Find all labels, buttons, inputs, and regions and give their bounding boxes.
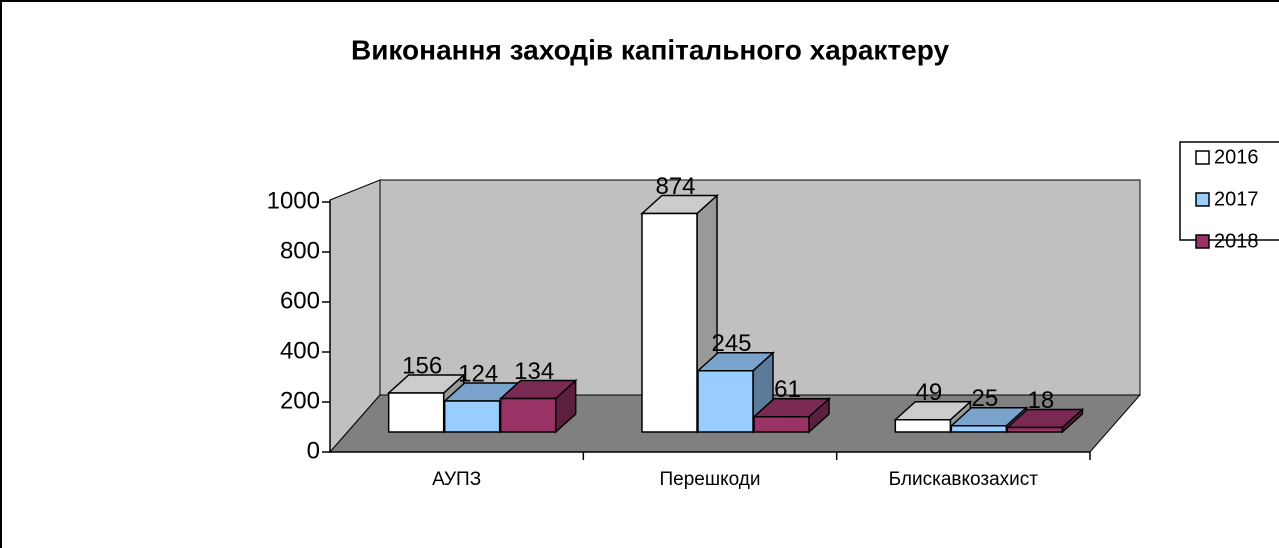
legend-label: 2016 [1214,146,1259,168]
bar-front [894,419,952,433]
bar [498,378,578,434]
bar-front [641,212,698,433]
y-tick-label: 200 [280,387,320,414]
y-tick-label: 1000 [267,187,320,214]
bar [1005,407,1085,434]
data-label: 18 [1027,387,1054,414]
bar-front [443,400,501,433]
legend-swatch [1195,150,1210,165]
data-label: 156 [402,352,442,379]
data-label: 61 [774,376,801,403]
data-label: 124 [458,360,498,387]
y-tick-label: 400 [280,337,320,364]
data-label: 25 [971,385,998,412]
bar-front [753,416,810,433]
bar-front [499,397,557,433]
bar-front [387,392,445,433]
data-label: 49 [915,379,942,406]
bar-front [1006,426,1064,433]
bar-front [697,370,754,433]
bar [752,397,831,434]
chart-title: Виконання заходів капітального характеру [351,34,949,65]
x-tick-label: Перешкоди [660,469,761,490]
data-label: 134 [514,358,554,385]
bar-front [950,425,1008,433]
data-label: 245 [711,330,751,357]
legend-label: 2017 [1214,188,1259,210]
legend: 2016 2017 2018 [1179,141,1279,252]
y-tick-label: 800 [280,237,320,264]
y-tick-label: 0 [307,437,320,464]
legend-swatch [1195,234,1210,249]
x-tick-label: АУПЗ [432,469,481,490]
legend-swatch [1195,192,1210,207]
data-label: 874 [655,173,695,200]
x-tick-label: Блискавкозахист [889,469,1039,490]
legend-label: 2018 [1214,230,1259,252]
y-tick-label: 600 [280,287,320,314]
